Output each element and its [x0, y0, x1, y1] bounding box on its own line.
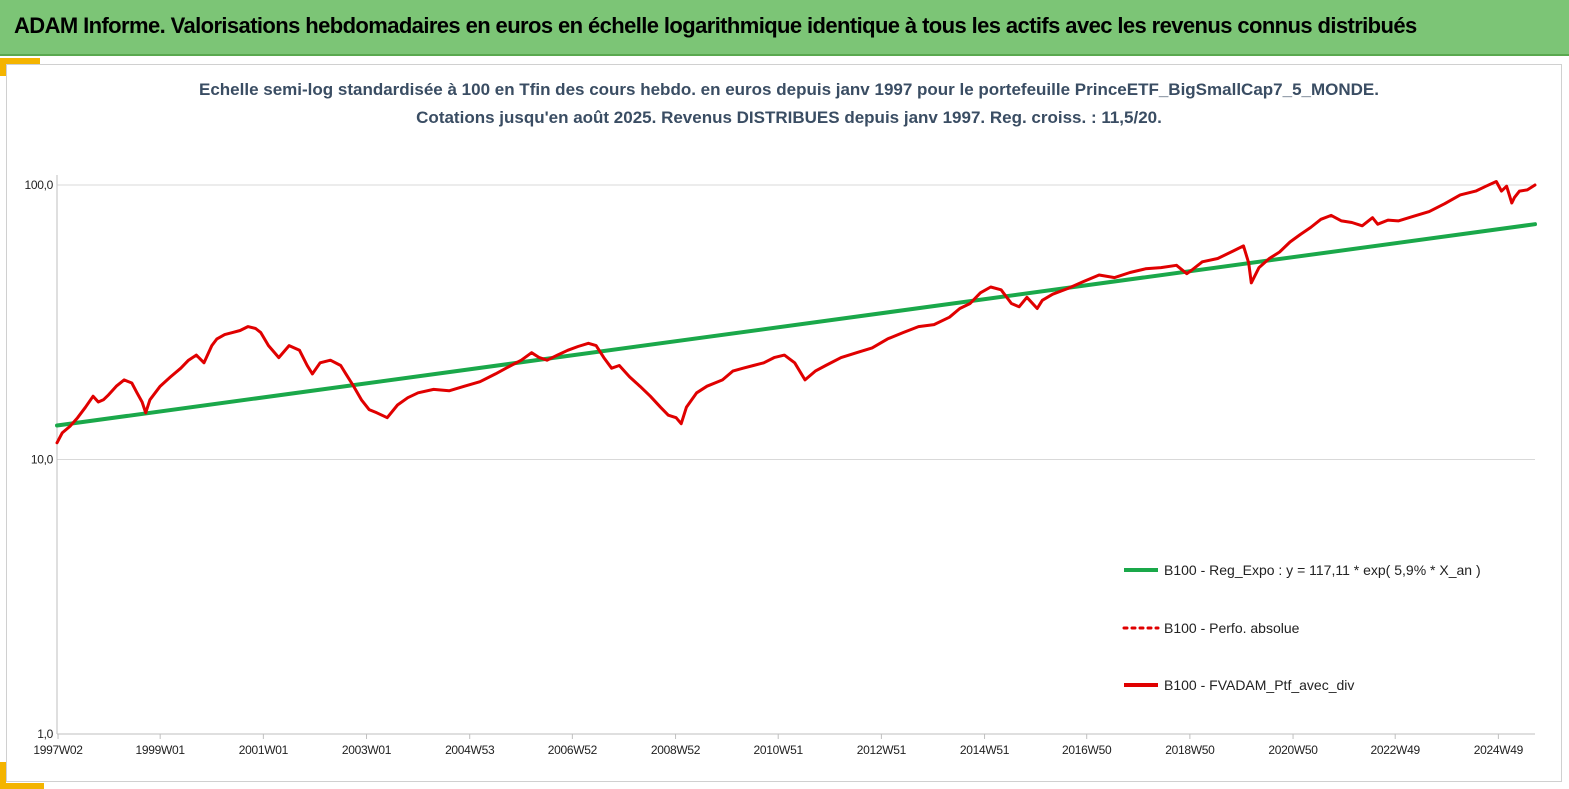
x-tick-label: 2018W50 [1165, 743, 1215, 757]
y-tick-label: 1,0 [37, 727, 53, 741]
chart-frame [6, 64, 1562, 782]
x-tick-label: 2024W49 [1474, 743, 1524, 757]
legend-label-3: B100 - FVADAM_Ptf_avec_div [1164, 677, 1354, 693]
x-tick-label: 2001W01 [239, 743, 289, 757]
legend-label-1: B100 - Reg_Expo : y = 117,11 * exp( 5,9%… [1164, 562, 1481, 578]
axes: 1,0 10,0 100,0 1997W02 1999W01 2001W01 2003W01… [24, 175, 1535, 757]
x-tick-label: 2020W50 [1268, 743, 1318, 757]
legend: B100 - Reg_Expo : y = 117,11 * exp( 5,9%… [1122, 562, 1481, 693]
x-tick-label: 2022W49 [1371, 743, 1421, 757]
x-tick-label: 2008W52 [651, 743, 701, 757]
x-tick-label: 2016W50 [1062, 743, 1112, 757]
x-tick-label: 2004W53 [445, 743, 495, 757]
x-tick-label: 2012W51 [857, 743, 907, 757]
page-title: ADAM Informe. Valorisations hebdomadaire… [14, 13, 1417, 38]
x-tick-label: 2006W52 [548, 743, 598, 757]
chart-title-line-2: Cotations jusqu'en août 2025. Revenus DI… [416, 108, 1162, 127]
corner-accent-top-left-vertical [0, 58, 6, 76]
corner-accent-top-left [0, 58, 40, 64]
series-line-1 [55, 222, 1537, 428]
legend-label-2: B100 - Perfo. absolue [1164, 620, 1300, 636]
chart-title-line-1: Echelle semi-log standardisée à 100 en T… [199, 80, 1379, 99]
x-tick-label: 2003W01 [342, 743, 392, 757]
header-banner: ADAM Informe. Valorisations hebdomadaire… [0, 0, 1569, 56]
series-lines [55, 180, 1537, 445]
y-tick-label: 10,0 [31, 453, 54, 467]
x-tick-label: 1999W01 [136, 743, 186, 757]
grid-lines [57, 184, 1535, 460]
x-tick-label: 2010W51 [754, 743, 804, 757]
series-line-3 [55, 180, 1537, 445]
corner-accent-bottom-left [0, 783, 44, 789]
x-tick-label: 2014W51 [960, 743, 1010, 757]
x-tick-label: 1997W02 [33, 743, 83, 757]
y-tick-label: 100,0 [24, 178, 53, 192]
corner-accent-bottom-left-vertical [0, 762, 6, 789]
